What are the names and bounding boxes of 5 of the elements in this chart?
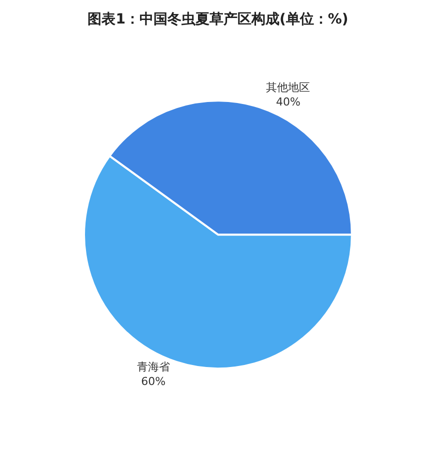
data-label: 60% [141, 375, 166, 388]
slice-label: 青海省 [136, 360, 170, 374]
data-label: 40% [276, 96, 300, 109]
chart-title: 图表1：中国冬虫夏草产区构成(单位：%) [88, 10, 348, 28]
slice-label: 其他地区 [266, 81, 310, 94]
